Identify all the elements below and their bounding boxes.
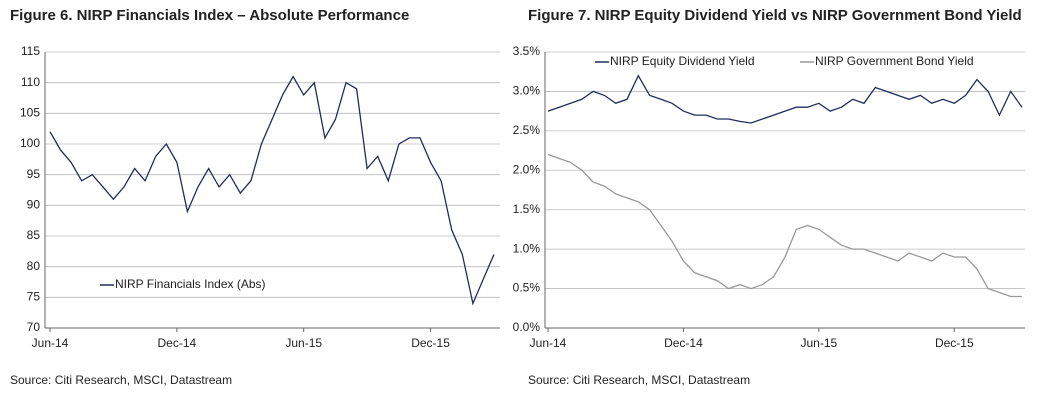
y-tick-label: 0.5% <box>513 281 541 295</box>
x-tick-label: Jun-15 <box>801 336 838 350</box>
chart-title: Figure 7. NIRP Equity Dividend Yield vs … <box>528 7 1022 24</box>
x-tick-label: Dec-15 <box>935 336 974 350</box>
x-tick-label: Dec-14 <box>664 336 703 350</box>
y-tick-label: 105 <box>20 106 40 120</box>
x-tick-label: Dec-14 <box>158 336 197 350</box>
y-tick-label: 85 <box>27 228 41 242</box>
x-tick-label: Jun-14 <box>32 336 69 350</box>
series-line <box>547 74 1023 124</box>
y-tick-label: 75 <box>27 290 41 304</box>
y-tick-label: 80 <box>27 259 41 273</box>
y-tick-label: 2.0% <box>513 162 541 176</box>
y-tick-label: 100 <box>20 136 40 150</box>
y-tick-label: 110 <box>21 75 40 89</box>
chart-title: Figure 6. NIRP Financials Index – Absolu… <box>10 7 409 24</box>
y-tick-label: 3.0% <box>513 84 541 98</box>
y-tick-label: 90 <box>27 198 41 212</box>
y-tick-label: 0.0% <box>513 320 541 334</box>
series-line <box>49 75 495 306</box>
x-tick-label: Jun-14 <box>530 336 567 350</box>
legend-label: NIRP Government Bond Yield <box>815 54 974 68</box>
x-tick-label: Jun-15 <box>285 336 322 350</box>
x-tick-label: Dec-15 <box>411 336 450 350</box>
y-tick-label: 3.5% <box>513 44 541 58</box>
series-line <box>547 153 1022 298</box>
y-tick-label: 70 <box>27 320 41 334</box>
y-tick-label: 1.0% <box>513 241 541 255</box>
legend-label: NIRP Equity Dividend Yield <box>610 54 755 68</box>
y-tick-label: 2.5% <box>513 123 541 137</box>
y-tick-label: 95 <box>27 167 41 181</box>
source: Source: Citi Research, MSCI, Datastream <box>10 373 232 387</box>
legend-label: NIRP Financials Index (Abs) <box>115 277 266 291</box>
source: Source: Citi Research, MSCI, Datastream <box>528 373 750 387</box>
y-tick-label: 1.5% <box>513 202 541 216</box>
y-tick-label: 115 <box>21 44 40 58</box>
